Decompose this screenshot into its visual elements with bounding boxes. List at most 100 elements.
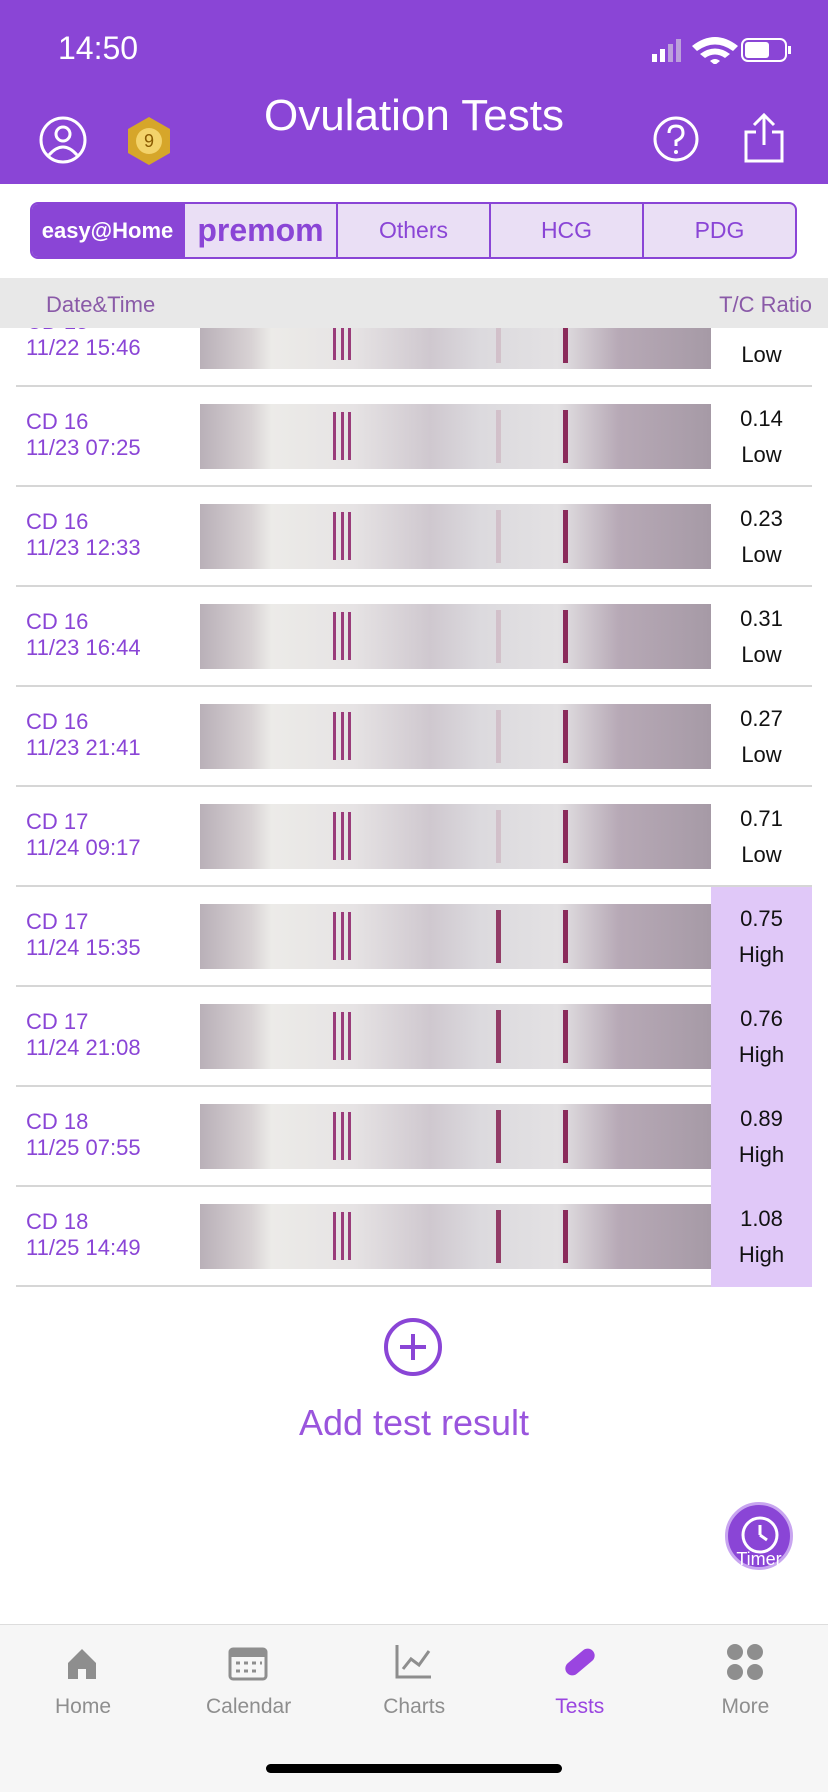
test-line <box>496 710 502 763</box>
control-line <box>562 510 568 563</box>
row-date: CD 16 11/23 21:41 <box>26 709 141 761</box>
test-row[interactable]: CD 17 11/24 21:08 0.76 High <box>16 987 812 1087</box>
tab-item[interactable]: Charts <box>331 1625 497 1719</box>
tab-icon <box>393 1641 435 1683</box>
row-date: CD 17 11/24 21:08 <box>26 1009 141 1061</box>
page-title: Ovulation Tests <box>263 91 564 140</box>
control-line <box>562 1110 568 1163</box>
tab-label[interactable]: Tests <box>555 1695 605 1718</box>
ratio-value: 0.71 <box>740 806 783 831</box>
tab-icon <box>62 1641 104 1683</box>
brand-tab[interactable]: easy@Home <box>32 204 183 257</box>
date-time: 11/23 12:33 <box>26 535 141 560</box>
ratio-cell: 0.75 High <box>711 887 812 987</box>
test-strip-image <box>200 404 711 469</box>
test-row[interactable]: CD 17 11/24 09:17 0.71 Low <box>16 787 812 887</box>
share-button[interactable] <box>740 112 788 164</box>
ratio-cell: 0.31 Low <box>711 587 812 687</box>
tab-icon <box>559 1641 601 1683</box>
status-time: 14:50 <box>58 30 139 66</box>
ratio-value: 0.14 <box>740 406 783 431</box>
tab-label[interactable]: Calendar <box>205 1695 292 1718</box>
strip-arrow-line <box>348 812 352 860</box>
brand-tab[interactable]: HCG <box>489 204 642 257</box>
row-date: CD 16 11/23 07:25 <box>26 409 141 461</box>
strip-arrow-line <box>348 1112 352 1160</box>
test-line <box>496 1110 502 1163</box>
ratio-level: Low <box>741 442 782 467</box>
tab-label[interactable]: Home <box>54 1695 112 1718</box>
test-line <box>496 410 502 463</box>
strip-arrow-line <box>340 1112 344 1160</box>
ratio-value: 0.76 <box>740 1006 783 1031</box>
test-row[interactable]: CD 17 11/24 15:35 0.75 High <box>16 887 812 987</box>
cycle-day: CD 16 <box>26 509 89 534</box>
badge[interactable]: 9 <box>124 115 174 167</box>
ratio-value: 0.75 <box>740 906 783 931</box>
control-line <box>562 328 568 363</box>
strip-arrow-line <box>332 612 336 660</box>
brand-tab[interactable]: Others <box>336 204 489 257</box>
control-line <box>562 710 568 763</box>
strip-arrow-line <box>340 812 344 860</box>
date-time: 11/25 07:55 <box>26 1135 141 1160</box>
tab-item[interactable]: More <box>662 1625 828 1719</box>
brand-tab[interactable]: PDG <box>642 204 795 257</box>
date-time: 11/24 09:17 <box>26 835 141 860</box>
test-line <box>496 610 502 663</box>
add-icon[interactable] <box>382 1316 444 1378</box>
ratio-level: High <box>738 1042 785 1067</box>
strip-arrow-line <box>340 412 344 460</box>
test-row[interactable]: CD 1511/22 15:46 Low <box>16 328 812 387</box>
tab-icon <box>228 1641 270 1683</box>
row-date: CD 18 11/25 14:49 <box>26 1209 141 1261</box>
ratio-level: Low <box>741 742 782 767</box>
test-row[interactable]: CD 16 11/23 12:33 0.23 Low <box>16 487 812 587</box>
test-line <box>496 510 502 563</box>
cycle-day: CD 16 <box>26 609 89 634</box>
brand-tab[interactable]: premom <box>183 204 336 257</box>
strip-arrow-line <box>332 1112 336 1160</box>
control-line <box>562 410 568 463</box>
control-line <box>562 1210 568 1263</box>
strip-arrow-line <box>332 712 336 760</box>
ratio-level: High <box>738 1242 785 1267</box>
test-row[interactable]: CD 18 11/25 14:49 1.08 High <box>16 1187 812 1287</box>
test-row[interactable]: CD 16 11/23 16:44 0.31 Low <box>16 587 812 687</box>
tab-item[interactable]: Tests <box>497 1625 663 1719</box>
strip-arrow-line <box>348 712 352 760</box>
add-test-result[interactable]: Add test result <box>298 1402 530 1443</box>
test-row[interactable]: CD 16 11/23 07:25 0.14 Low <box>16 387 812 487</box>
date-time: 11/25 14:49 <box>26 1235 141 1260</box>
test-strip-image <box>200 604 711 669</box>
tab-item[interactable]: Calendar <box>166 1625 332 1719</box>
strip-arrow-line <box>340 912 344 960</box>
test-row[interactable]: CD 18 11/25 07:55 0.89 High <box>16 1087 812 1187</box>
date-time: 11/23 07:25 <box>26 435 141 460</box>
tab-label[interactable]: More <box>721 1695 770 1718</box>
strip-arrow-line <box>340 328 344 360</box>
row-date: CD 17 11/24 15:35 <box>26 909 141 961</box>
date-time: 11/24 21:08 <box>26 1035 141 1060</box>
ratio-level: High <box>738 1142 785 1167</box>
ratio-value: 0.31 <box>740 606 783 631</box>
help-button[interactable] <box>652 115 700 163</box>
strip-arrow-line <box>332 812 336 860</box>
column-right: T/C Ratio <box>719 292 812 317</box>
strip-arrow-line <box>348 612 352 660</box>
strip-arrow-line <box>340 512 344 560</box>
ratio-level: High <box>738 942 785 967</box>
ratio-value: 0.27 <box>740 706 783 731</box>
test-line <box>496 328 502 363</box>
test-row[interactable]: CD 16 11/23 21:41 0.27 Low <box>16 687 812 787</box>
test-strip-image <box>200 804 711 869</box>
tab-label[interactable]: Charts <box>383 1695 446 1718</box>
header: 14:50 9 Ovulation Tests <box>0 0 828 184</box>
profile-button[interactable] <box>38 115 88 165</box>
strip-arrow-line <box>332 412 336 460</box>
test-line <box>496 910 502 963</box>
timer-button[interactable]: Timer <box>725 1502 793 1570</box>
tab-item[interactable]: Home <box>0 1625 166 1719</box>
control-line <box>562 910 568 963</box>
